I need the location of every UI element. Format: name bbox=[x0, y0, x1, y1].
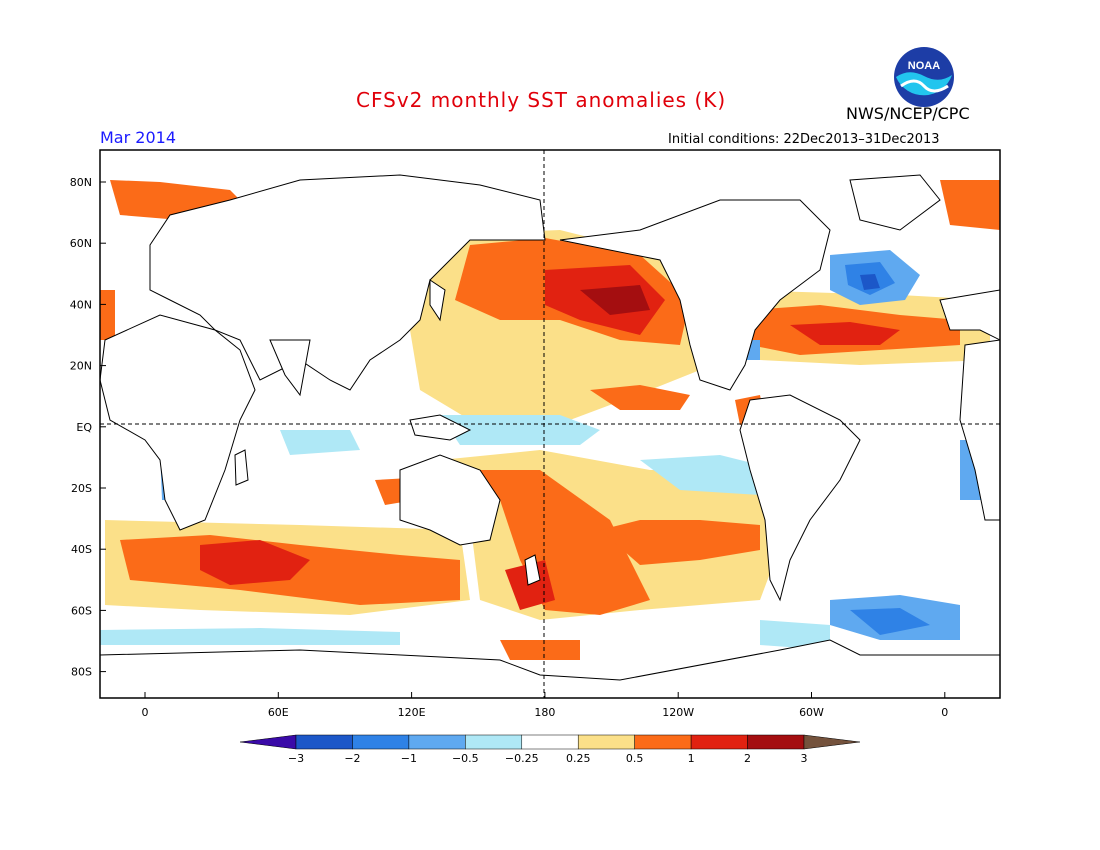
colorbar-tick-label: 3 bbox=[801, 752, 808, 765]
colorbar-swatch bbox=[634, 734, 692, 750]
lat-label: EQ bbox=[76, 421, 92, 434]
lat-label: 40N bbox=[70, 298, 92, 311]
noaa-logo: NOAA bbox=[893, 46, 955, 108]
colorbar-swatch bbox=[577, 734, 635, 750]
lat-label: 80N bbox=[70, 176, 92, 189]
colorbar-tick-label: −0.25 bbox=[505, 752, 539, 765]
colorbar-tick-label: 0.5 bbox=[626, 752, 644, 765]
chart-title: CFSv2 monthly SST anomalies (K) bbox=[356, 88, 727, 112]
lon-label: 0 bbox=[142, 706, 149, 719]
lat-label: 40S bbox=[71, 543, 92, 556]
longitude-axis: 0 60E 120E 180 120W 60W 0 bbox=[142, 692, 948, 719]
colorbar-low-extension bbox=[239, 734, 297, 750]
colorbar: −3 −2 −1 −0.5 −0.25 0.25 0.5 1 2 3 bbox=[239, 734, 861, 765]
colorbar-tick-label: 1 bbox=[688, 752, 695, 765]
latitude-axis: 80N 60N 40N 20N EQ 20S 40S 60S 80S bbox=[70, 176, 106, 679]
lon-label: 120W bbox=[662, 706, 694, 719]
month-label: Mar 2014 bbox=[100, 128, 176, 147]
colorbar-tick-label: 0.25 bbox=[566, 752, 591, 765]
lat-label: 20S bbox=[71, 482, 92, 495]
colorbar-tick-label: 2 bbox=[744, 752, 751, 765]
continents bbox=[100, 174, 1000, 698]
lon-label: 60W bbox=[799, 706, 824, 719]
org-label: NWS/NCEP/CPC bbox=[846, 104, 970, 123]
lon-label: 120E bbox=[398, 706, 426, 719]
colorbar-tick-label: −3 bbox=[288, 752, 304, 765]
map-area bbox=[100, 174, 1000, 698]
colorbar-swatch bbox=[690, 734, 748, 750]
colorbar-swatch bbox=[352, 734, 410, 750]
colorbar-tick-label: −2 bbox=[344, 752, 360, 765]
lon-label: 60E bbox=[268, 706, 289, 719]
lat-label: 60S bbox=[71, 604, 92, 617]
colorbar-tick-label: −1 bbox=[401, 752, 417, 765]
lon-label: 180 bbox=[534, 706, 555, 719]
initial-conditions-label: Initial conditions: 22Dec2013–31Dec2013 bbox=[668, 132, 940, 147]
lon-label: 0 bbox=[941, 706, 948, 719]
colorbar-swatch bbox=[521, 734, 579, 750]
lat-label: 80S bbox=[71, 666, 92, 679]
colorbar-swatch bbox=[465, 734, 523, 750]
lat-label: 20N bbox=[70, 360, 92, 373]
colorbar-swatch bbox=[408, 734, 466, 750]
colorbar-swatch bbox=[747, 734, 805, 750]
colorbar-high-extension bbox=[803, 734, 861, 750]
colorbar-swatch bbox=[295, 734, 353, 750]
lat-label: 60N bbox=[70, 237, 92, 250]
colorbar-tick-label: −0.5 bbox=[452, 752, 479, 765]
noaa-logo-text: NOAA bbox=[908, 60, 940, 72]
